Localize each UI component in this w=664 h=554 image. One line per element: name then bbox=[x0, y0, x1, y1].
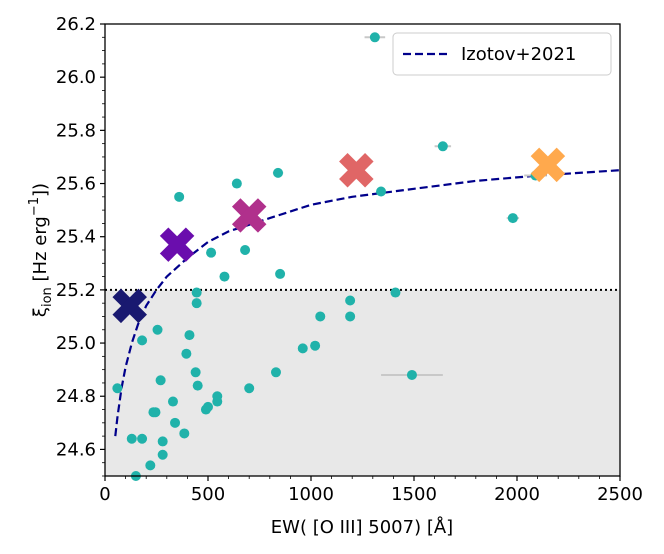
x-tick-label: 2500 bbox=[597, 484, 643, 505]
data-point bbox=[345, 295, 356, 306]
data-point bbox=[369, 32, 380, 43]
y-tick-label: 26.2 bbox=[56, 14, 96, 35]
x-tick-label: 1000 bbox=[288, 484, 334, 505]
data-point bbox=[181, 348, 192, 359]
stack-marker bbox=[339, 152, 374, 188]
legend-label: Izotov+2021 bbox=[461, 44, 576, 65]
y-axis-title-close: ]) bbox=[30, 183, 51, 197]
data-point bbox=[155, 375, 166, 386]
x-tick-label: 2000 bbox=[494, 484, 540, 505]
data-point bbox=[390, 287, 401, 298]
data-point bbox=[206, 247, 217, 258]
data-point bbox=[219, 271, 230, 282]
data-point bbox=[191, 298, 202, 309]
data-point bbox=[310, 340, 321, 351]
below-threshold-shaded-region bbox=[105, 289, 620, 476]
x-axis-title: EW( [O III] 5007) [Å] bbox=[271, 516, 453, 538]
data-point bbox=[203, 401, 213, 412]
data-point bbox=[273, 167, 284, 178]
data-point bbox=[437, 141, 448, 152]
data-point bbox=[192, 380, 203, 391]
data-point bbox=[244, 383, 255, 394]
data-point bbox=[376, 186, 387, 197]
data-point bbox=[191, 287, 202, 298]
y-axis-title-subscript: ion bbox=[40, 287, 55, 307]
data-point bbox=[167, 396, 178, 407]
stack-marker bbox=[530, 147, 566, 183]
y-tick-label: 24.6 bbox=[56, 439, 96, 460]
y-axis-title: ξion [Hz erg−1]) bbox=[27, 183, 55, 317]
data-point bbox=[240, 245, 251, 255]
data-point bbox=[170, 417, 181, 428]
y-tick-label: 25.6 bbox=[56, 174, 96, 195]
data-point bbox=[152, 324, 163, 335]
data-point bbox=[145, 460, 156, 471]
y-tick-label: 24.8 bbox=[56, 386, 96, 407]
stack-markers bbox=[112, 147, 566, 324]
data-point bbox=[297, 343, 308, 354]
data-point bbox=[174, 191, 185, 202]
data-point bbox=[112, 383, 123, 394]
stack-marker bbox=[159, 227, 195, 262]
data-point bbox=[315, 311, 326, 322]
data-point bbox=[345, 311, 356, 322]
x-axis-ticks: 0 500 1000 1500 2000 2500 bbox=[99, 476, 643, 505]
data-point bbox=[270, 367, 281, 378]
x-tick-label: 500 bbox=[191, 484, 225, 505]
y-tick-label: 25.0 bbox=[56, 333, 96, 354]
stack-marker bbox=[231, 198, 267, 233]
data-point bbox=[275, 268, 286, 279]
legend: Izotov+2021 bbox=[392, 32, 612, 76]
data-point bbox=[231, 178, 242, 189]
legend-box bbox=[392, 32, 612, 76]
x-tick-label: 1500 bbox=[391, 484, 437, 505]
y-axis-title-symbol: ξ bbox=[30, 307, 51, 317]
data-point bbox=[507, 213, 518, 224]
data-point bbox=[137, 335, 148, 346]
data-point bbox=[137, 433, 148, 444]
data-point bbox=[157, 449, 168, 460]
y-tick-label: 25.4 bbox=[56, 227, 96, 248]
stack-marker bbox=[112, 288, 147, 324]
y-tick-label: 26.0 bbox=[56, 67, 96, 88]
y-axis-title-unit: [Hz erg bbox=[30, 216, 51, 287]
y-axis-title-superscript: −1 bbox=[27, 197, 42, 216]
data-point bbox=[150, 407, 161, 418]
data-point bbox=[406, 369, 417, 380]
data-point bbox=[179, 428, 190, 439]
data-point bbox=[184, 330, 195, 341]
x-tick-label: 0 bbox=[99, 484, 110, 505]
data-point bbox=[190, 367, 201, 378]
y-tick-label: 25.2 bbox=[56, 280, 96, 301]
y-tick-label: 25.8 bbox=[56, 120, 96, 141]
y-axis-ticks: 24.6 24.8 25.0 25.2 25.4 25.6 25.8 26.0 26.2 bbox=[56, 14, 105, 477]
data-point bbox=[126, 433, 137, 444]
data-point bbox=[212, 391, 223, 402]
data-point bbox=[157, 436, 168, 447]
